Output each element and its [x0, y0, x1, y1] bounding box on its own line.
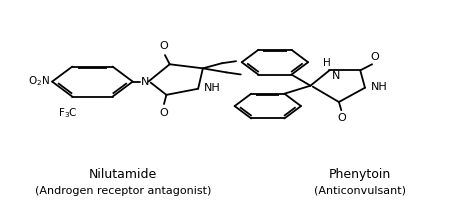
Text: Nilutamide: Nilutamide	[89, 167, 157, 181]
Text: N: N	[332, 71, 340, 81]
Text: NH: NH	[371, 82, 387, 92]
Text: O: O	[337, 113, 346, 123]
Text: N: N	[140, 76, 149, 87]
Text: F$_3$C: F$_3$C	[58, 106, 77, 120]
Text: O: O	[159, 41, 168, 51]
Text: O: O	[370, 52, 379, 62]
Text: NH: NH	[204, 83, 220, 93]
Text: O: O	[159, 108, 168, 118]
Text: H: H	[323, 58, 331, 68]
Text: (Androgen receptor antagonist): (Androgen receptor antagonist)	[35, 186, 211, 196]
Text: Phenytoin: Phenytoin	[329, 167, 392, 181]
Text: (Anticonvulsant): (Anticonvulsant)	[314, 186, 406, 196]
Text: O$_2$N: O$_2$N	[28, 74, 50, 88]
